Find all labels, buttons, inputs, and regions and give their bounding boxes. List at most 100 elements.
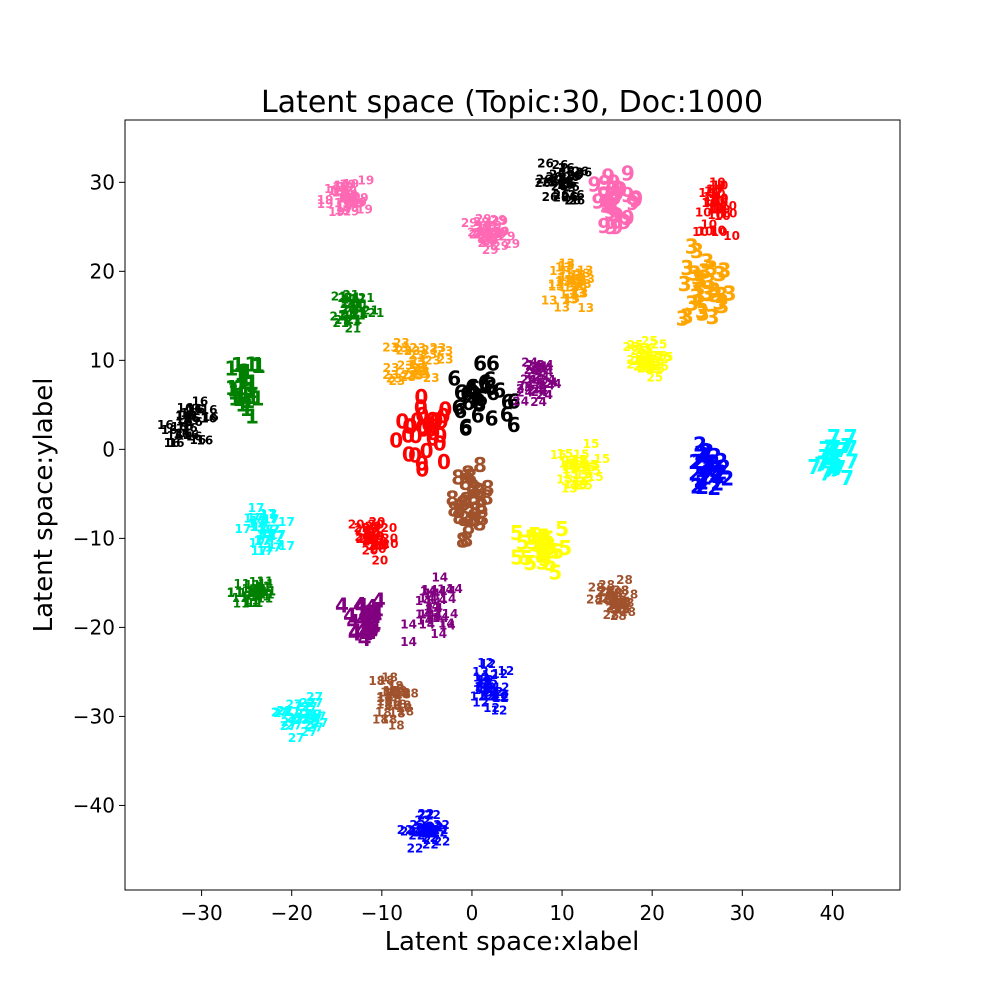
point-topic-3: 3 (685, 292, 699, 316)
point-topic-5: 5 (538, 539, 552, 563)
point-topic-22: 22 (423, 823, 440, 837)
point-topic-16: 16 (183, 411, 200, 425)
point-topic-7: 7 (840, 466, 854, 490)
point-topic-6: 6 (500, 403, 514, 427)
point-topic-3: 3 (690, 239, 704, 263)
point-topic-23: 23 (397, 359, 414, 373)
point-topic-20: 20 (355, 532, 372, 546)
point-topic-7: 7 (835, 438, 849, 462)
point-topic-2: 2 (701, 453, 715, 477)
point-topic-7: 7 (824, 444, 838, 468)
point-topic-14: 14 (400, 635, 417, 649)
point-topic-4: 4 (365, 595, 379, 619)
y-tick-label: 30 (90, 170, 115, 194)
point-topic-23: 23 (413, 365, 430, 379)
point-topic-20: 20 (348, 518, 365, 532)
point-topic-19: 19 (333, 184, 350, 198)
point-topic-14: 14 (442, 607, 459, 621)
point-topic-10: 10 (712, 178, 729, 192)
point-topic-14: 14 (418, 617, 435, 631)
point-topic-9: 9 (599, 194, 613, 218)
point-topic-4: 4 (348, 620, 362, 644)
point-topic-18: 18 (376, 697, 393, 711)
point-topic-10: 10 (710, 202, 727, 216)
point-topic-17: 17 (267, 538, 284, 552)
point-topic-15: 15 (572, 468, 589, 482)
point-topic-10: 10 (711, 193, 728, 207)
point-topic-4: 4 (354, 620, 368, 644)
point-topic-17: 17 (261, 508, 278, 522)
point-topic-2: 2 (689, 450, 703, 474)
point-topic-3: 3 (676, 306, 690, 330)
point-topic-10: 10 (704, 195, 721, 209)
point-topic-21: 21 (346, 313, 363, 327)
x-axis-ticks: −30 −20 −10 0 10 20 30 40 (180, 890, 845, 925)
point-topic-12: 12 (481, 689, 498, 703)
point-topic-23: 23 (400, 370, 417, 384)
point-topic-22: 22 (408, 829, 425, 843)
point-topic-9: 9 (611, 176, 625, 200)
point-topic-16: 16 (176, 409, 193, 423)
point-topic-5: 5 (543, 536, 557, 560)
point-topic-4: 4 (369, 604, 383, 628)
point-topic-0: 0 (415, 451, 429, 475)
point-topic-0: 0 (409, 424, 423, 448)
point-topic-24: 24 (530, 395, 547, 409)
point-topic-13: 13 (572, 287, 589, 301)
point-topic-23: 23 (382, 340, 399, 354)
y-tick-label: 0 (102, 437, 115, 461)
point-topic-13: 13 (558, 259, 575, 273)
point-topic-13: 13 (555, 275, 572, 289)
point-topic-7: 7 (824, 436, 838, 460)
point-topic-0: 0 (415, 415, 429, 439)
point-topic-9: 9 (626, 191, 640, 215)
point-topic-18: 18 (378, 673, 395, 687)
x-tick-label: 0 (466, 901, 479, 925)
point-topic-14: 14 (418, 591, 435, 605)
point-topic-9: 9 (613, 178, 627, 202)
point-topic-6: 6 (471, 391, 485, 415)
point-topic-3: 3 (713, 262, 727, 286)
point-topic-19: 19 (339, 177, 356, 191)
point-topic-3: 3 (692, 284, 706, 308)
point-topic-22: 22 (420, 824, 437, 838)
point-topic-20: 20 (362, 544, 379, 558)
point-topic-23: 23 (386, 372, 403, 386)
point-topic-11: 11 (255, 580, 272, 594)
point-topic-12: 12 (492, 687, 509, 701)
point-topic-20: 20 (362, 534, 379, 548)
y-tick-label: 20 (90, 259, 115, 283)
point-topic-7: 7 (819, 462, 833, 486)
point-topic-0: 0 (433, 431, 447, 455)
point-topic-18: 18 (394, 686, 411, 700)
point-topic-7: 7 (807, 455, 821, 479)
point-topic-2: 2 (714, 461, 728, 485)
point-topic-5: 5 (535, 537, 549, 561)
point-topic-1: 1 (246, 385, 260, 409)
point-topic-10: 10 (714, 209, 731, 223)
point-topic-14: 14 (416, 614, 433, 628)
point-topic-12: 12 (493, 681, 510, 695)
point-topic-0: 0 (426, 408, 440, 432)
y-tick-label: −20 (73, 615, 115, 639)
point-topic-19: 19 (346, 197, 363, 211)
point-topic-7: 7 (825, 436, 839, 460)
point-topic-7: 7 (822, 458, 836, 482)
point-topic-12: 12 (476, 677, 493, 691)
point-topic-3: 3 (698, 259, 712, 283)
point-topic-27: 27 (271, 705, 288, 719)
point-topic-12: 12 (473, 670, 490, 684)
point-topic-17: 17 (255, 533, 272, 547)
point-topic-16: 16 (196, 434, 213, 448)
point-topic-6: 6 (454, 380, 468, 404)
point-topic-10: 10 (712, 191, 729, 205)
point-topic-11: 11 (243, 596, 260, 610)
point-topic-23: 23 (410, 354, 427, 368)
point-topic-11: 11 (257, 575, 274, 589)
point-topic-21: 21 (349, 308, 366, 322)
point-topic-22: 22 (432, 823, 449, 837)
point-topic-15: 15 (556, 472, 573, 486)
point-topic-22: 22 (431, 825, 448, 839)
point-topic-7: 7 (817, 451, 831, 475)
point-topic-17: 17 (235, 522, 252, 536)
